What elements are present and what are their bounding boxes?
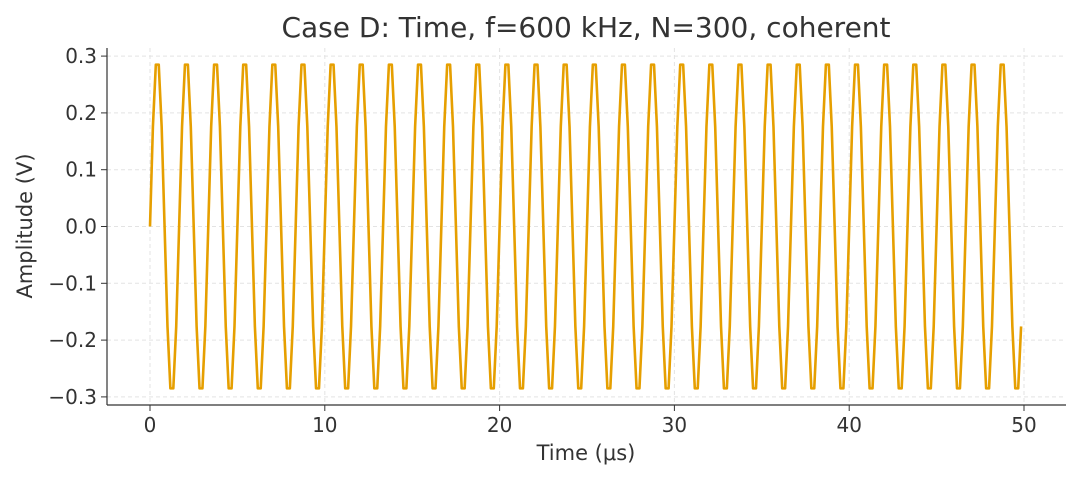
y-tick-label: 0.0 (65, 215, 97, 239)
y-tick-label: −0.1 (48, 271, 97, 295)
series-group (148, 63, 1023, 390)
x-tick-label: 20 (487, 413, 512, 437)
chart-title: Case D: Time, f=600 kHz, N=300, coherent (281, 11, 890, 44)
x-tick-label: 50 (1011, 413, 1036, 437)
ticks: 0 10 20 30 40 50 0.3 0.2 0.1 0.0 −0.1 −0.2 −0.3 (48, 44, 1036, 437)
x-tick-label: 40 (836, 413, 861, 437)
y-tick-label: 0.2 (65, 101, 97, 125)
y-axis-label: Amplitude (V) (13, 153, 37, 298)
x-axis-label: Time (μs) (536, 441, 636, 465)
y-tick-label: −0.3 (48, 385, 97, 409)
y-tick-label: 0.3 (65, 44, 97, 68)
y-tick-label: −0.2 (48, 328, 97, 352)
y-tick-label: 0.1 (65, 158, 97, 182)
x-tick-label: 30 (662, 413, 687, 437)
x-tick-label: 0 (144, 413, 157, 437)
x-tick-label: 10 (312, 413, 337, 437)
series-line (148, 63, 1023, 390)
